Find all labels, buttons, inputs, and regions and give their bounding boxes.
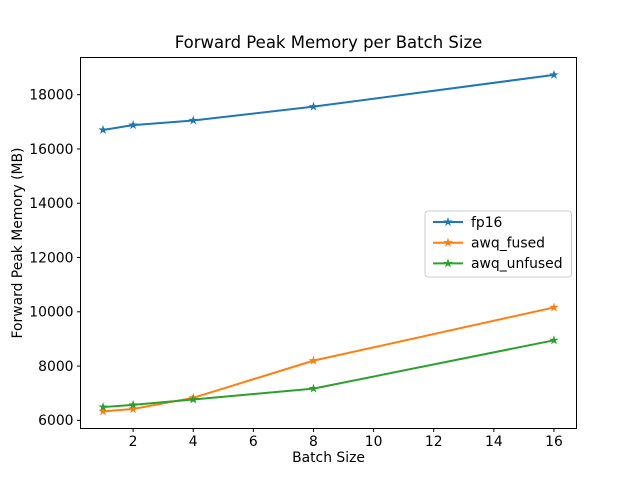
legend-label-awq_unfused: awq_unfused [471, 256, 563, 272]
x-tick-label: 6 [249, 434, 258, 450]
series-marker-awq_unfused [308, 383, 319, 393]
series-marker-awq_fused [128, 403, 138, 413]
series-marker-awq_unfused [128, 399, 138, 409]
series-marker-awq_fused [308, 355, 319, 365]
series-marker-awq_fused [549, 302, 559, 312]
y-tick-label: 18000 [29, 87, 73, 103]
legend-label-awq_fused: awq_fused [471, 236, 545, 252]
legend-swatch-marker [443, 217, 453, 227]
x-tick-label: 12 [425, 434, 443, 450]
y-axis-label: Forward Peak Memory (MB) [10, 148, 26, 339]
series-marker-fp16 [98, 124, 108, 135]
y-tick-label: 8000 [38, 359, 73, 375]
series-marker-awq_fused [98, 406, 108, 416]
y-tick-label: 10000 [29, 305, 73, 321]
x-tick-label: 16 [545, 434, 563, 450]
legend-box [424, 210, 572, 278]
x-tick-label: 14 [485, 434, 503, 450]
series-marker-awq_unfused [98, 402, 108, 412]
series-marker-awq_unfused [188, 394, 198, 404]
legend-swatch-marker [443, 237, 453, 247]
y-tick-label: 12000 [29, 250, 73, 266]
series-marker-fp16 [549, 69, 559, 79]
x-tick-label: 8 [309, 434, 318, 450]
plot-border [80, 57, 577, 429]
series-marker-fp16 [308, 101, 319, 111]
series-marker-awq_unfused [549, 335, 559, 345]
legend-label-fp16: fp16 [471, 215, 502, 231]
x-tick-label: 10 [365, 434, 383, 450]
series-marker-fp16 [188, 115, 198, 125]
y-tick-label: 14000 [29, 196, 73, 212]
chart-title: Forward Peak Memory per Batch Size [175, 33, 483, 52]
legend-swatch-marker [443, 258, 453, 268]
series-line-awq_fused [102, 306, 555, 413]
series-marker-fp16 [128, 120, 138, 130]
y-tick-label: 16000 [29, 142, 73, 158]
y-tick-label: 6000 [38, 413, 73, 429]
x-axis-label: Batch Size [292, 450, 365, 466]
x-tick-label: 4 [189, 434, 198, 450]
plot-layer: 2 4 6 8 10 12 14 16 6000 8000 10000 12000 14000 16000… [29, 57, 577, 450]
x-tick-label: 2 [129, 434, 138, 450]
series-line-fp16 [102, 73, 555, 131]
series-line-awq_unfused [102, 339, 555, 409]
